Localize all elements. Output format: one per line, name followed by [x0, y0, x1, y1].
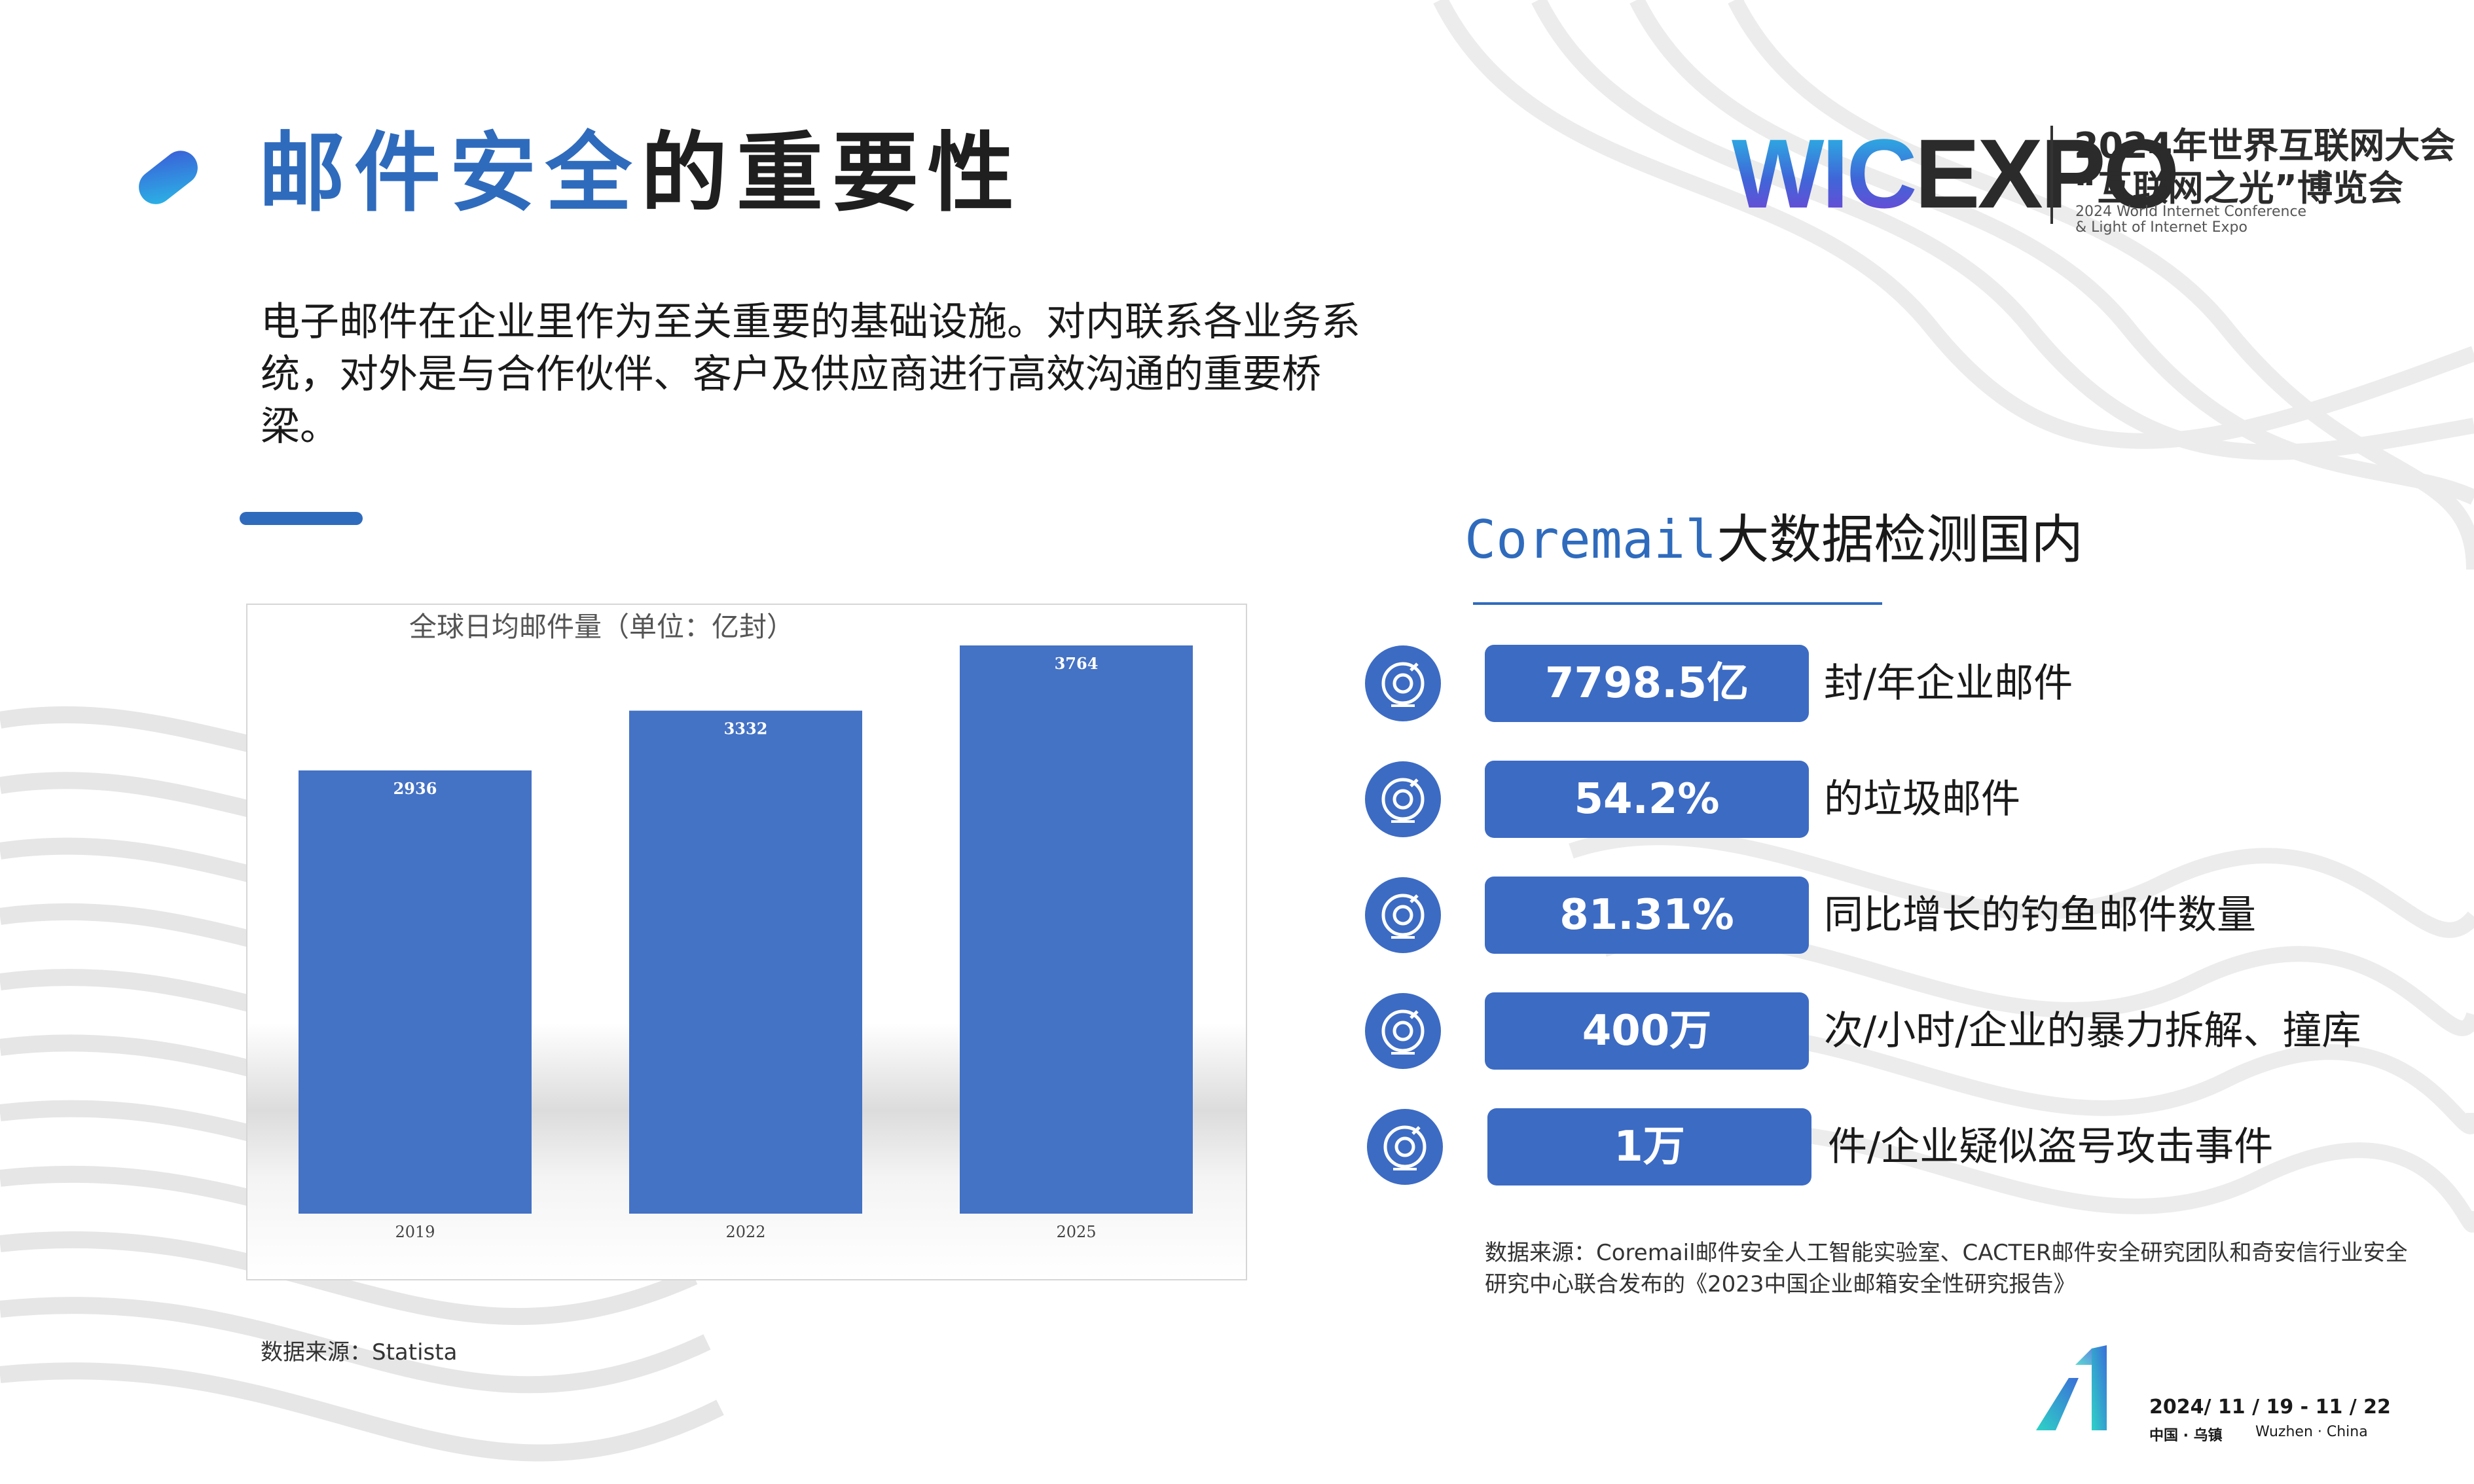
- email-volume-chart: 全球日均邮件量（单位：亿封） 2936 2019 3332 2022 3764 2025: [246, 604, 1247, 1280]
- conference-title-line1: 2024年世界互联网大会: [2074, 125, 2456, 166]
- intro-paragraph: 电子邮件在企业里作为至关重要的基础设施。对内联系各业务系统，对外是与合作伙伴、客…: [261, 299, 1360, 450]
- page-title-rest: 的重要性: [641, 123, 1023, 224]
- bar-2022: [629, 710, 862, 1214]
- x-tick-label: 2019: [395, 1223, 435, 1241]
- section-accent-bar: [240, 512, 363, 525]
- bar-value-label: 3332: [724, 719, 768, 738]
- event-dates: 2024/ 11 / 19 - 11 / 22: [2149, 1396, 2391, 1419]
- x-tick-label: 2022: [725, 1223, 765, 1241]
- wuzhen-one-mark-icon: [2036, 1345, 2107, 1430]
- chart-bars: 2936 2019 3332 2022 3764 2025: [299, 645, 1193, 1241]
- bar-value-label: 2936: [393, 779, 437, 798]
- event-location-en: Wuzhen · China: [2255, 1424, 2368, 1440]
- x-tick-label: 2025: [1056, 1223, 1096, 1241]
- stats-source-note: 数据来源：Coremail邮件安全人工智能实验室、CACTER邮件安全研究团队和…: [1485, 1240, 2408, 1297]
- bar-value-label: 3764: [1055, 654, 1099, 673]
- page-title: 邮件安全的重要性: [259, 121, 1023, 226]
- logo-divider: [2050, 126, 2053, 224]
- conference-english-line2: & Light of Internet Expo: [2075, 219, 2247, 236]
- title-logo-icon: [139, 151, 198, 204]
- bar-2019: [299, 770, 532, 1214]
- logo-expo-text: EXPO: [1914, 118, 2180, 228]
- right-panel-heading: Coremail大数据检测国内: [1464, 507, 2083, 573]
- chart-canvas: 全球日均邮件量（单位：亿封） 2936 2019 3332 2022 3764 2025: [247, 605, 1246, 1279]
- bar-2025: [960, 645, 1193, 1214]
- chart-source-note: 数据来源：Statista: [261, 1339, 458, 1366]
- heading-brand: Coremail: [1464, 509, 1717, 570]
- event-location-cn: 中国 · 乌镇: [2149, 1428, 2223, 1444]
- heading-underline: [1473, 602, 1882, 605]
- conference-title-line2: “互联网之光”博览会: [2074, 168, 2403, 209]
- chart-title: 全球日均邮件量（单位：亿封）: [409, 611, 794, 643]
- wic-expo-logo: WICEXPO: [1732, 124, 2179, 223]
- heading-rest: 大数据检测国内: [1717, 509, 2084, 570]
- logo-wic-text: WIC: [1732, 118, 1918, 228]
- page-title-accent: 邮件安全: [259, 123, 641, 224]
- conference-english-line1: 2024 World Internet Conference: [2075, 204, 2307, 220]
